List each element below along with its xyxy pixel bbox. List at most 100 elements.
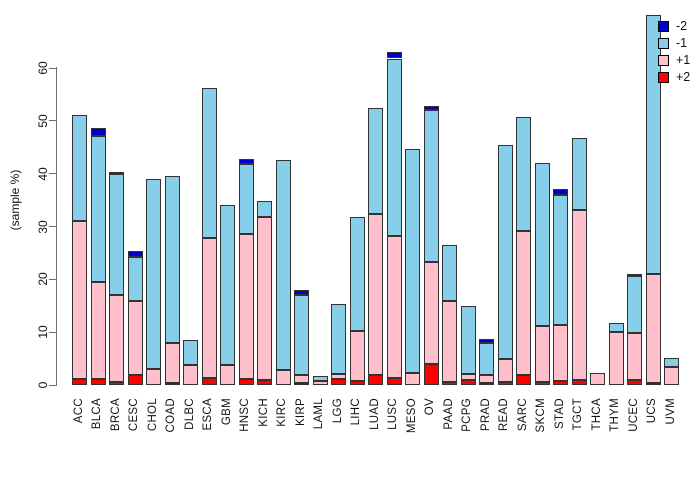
x-axis-label-KIRC: KIRC <box>276 398 288 427</box>
bar-ESCA-segment--1 <box>201 87 217 238</box>
bar-STAD-segment--2 <box>553 189 568 196</box>
legend-swatch-+1 <box>658 55 669 66</box>
bar-SARC-segment--1 <box>516 117 531 231</box>
bar-CESC-segment--2 <box>127 251 143 258</box>
bar-COAD-segment-+1 <box>164 343 180 383</box>
bar-KIRP-segment-+1 <box>294 375 309 383</box>
bar-HNSC-segment-+2 <box>238 379 254 385</box>
bar-CESC-segment--1 <box>127 257 143 301</box>
x-axis-label-ESCA: ESCA <box>202 398 214 431</box>
bar-COAD-segment-+2 <box>164 382 180 385</box>
y-axis-tick <box>49 67 56 69</box>
bar-CESC-segment-+1 <box>127 301 143 375</box>
bar-PRAD-segment-+2 <box>479 383 494 386</box>
x-axis-label-BLCA: BLCA <box>91 398 103 430</box>
bar-UCS-segment--1 <box>645 15 661 274</box>
bar-SARC-segment-+2 <box>516 374 531 385</box>
bar-LGG-segment--1 <box>331 304 346 375</box>
bar-CESC-segment-+2 <box>127 374 143 385</box>
bar-UCEC-segment-+2 <box>627 380 642 385</box>
x-axis-label-SKCM: SKCM <box>535 398 547 433</box>
bar-TGCT-segment-+1 <box>571 210 587 381</box>
bar-PAAD-segment-+1 <box>442 301 457 383</box>
x-axis-label-COAD: COAD <box>165 398 177 433</box>
bar-UCS-segment-+1 <box>645 273 661 383</box>
legend-label-+1: +1 <box>676 53 691 67</box>
bar-KIRC-segment--1 <box>275 160 291 371</box>
bar-LIHC-segment-+1 <box>349 331 365 381</box>
bar-STAD-segment--1 <box>553 195 568 325</box>
bar-SKCM-segment--1 <box>534 162 550 326</box>
bar-TGCT-segment-+2 <box>571 380 587 385</box>
bar-THCA-segment-+1 <box>590 372 605 385</box>
bar-COAD-segment--1 <box>164 175 180 344</box>
y-axis-title: (sample %) <box>8 169 22 231</box>
bar-BRCA-segment-+2 <box>109 381 124 385</box>
bar-SKCM-segment-+1 <box>534 325 550 382</box>
bar-PRAD-segment--1 <box>479 343 494 376</box>
x-axis-label-UCEC: UCEC <box>627 398 640 432</box>
bar-READ-segment--1 <box>497 144 513 359</box>
y-tick-label: 40 <box>36 166 50 181</box>
bar-BLCA-segment-+1 <box>90 281 106 380</box>
x-axis-label-PRAD: PRAD <box>479 398 492 432</box>
bar-THYM-segment--1 <box>608 322 624 333</box>
legend-swatch--2 <box>658 21 669 32</box>
bar-LUAD-segment-+1 <box>368 214 383 376</box>
bar-DLBC-segment-+1 <box>183 365 198 385</box>
y-axis-tick <box>49 278 56 280</box>
bar-UCEC-segment-+1 <box>627 332 642 381</box>
bar-LUSC-segment--1 <box>386 58 402 236</box>
bar-STAD-segment-+1 <box>553 324 568 382</box>
y-tick-label: 0 <box>36 381 50 389</box>
y-axis-tick <box>49 226 56 227</box>
x-axis-label-LUSC: LUSC <box>387 398 399 430</box>
bar-BLCA-segment-+2 <box>90 379 106 385</box>
bar-KIRP-segment--2 <box>294 289 309 296</box>
bar-PRAD-segment--2 <box>479 338 494 344</box>
x-axis-label-UCS: UCS <box>646 398 658 424</box>
x-axis-label-READ: READ <box>498 398 510 432</box>
y-axis-line <box>56 67 58 386</box>
bar-CHOL-segment-+1 <box>146 369 161 385</box>
x-axis-label-BRCA: BRCA <box>109 398 122 432</box>
bar-HNSC-segment--1 <box>238 163 254 235</box>
bar-THYM-segment-+1 <box>608 332 624 385</box>
bar-KICH-segment-+2 <box>257 379 272 385</box>
bar-LIHC-segment--1 <box>349 217 365 332</box>
x-axis-label-TGCT: TGCT <box>572 398 584 431</box>
y-axis-tick <box>49 331 56 333</box>
bar-CHOL-segment--1 <box>146 179 161 370</box>
bar-LUAD-segment--1 <box>368 108 383 215</box>
bar-ESCA-segment-+2 <box>201 377 217 385</box>
bar-GBM-segment--1 <box>220 204 235 366</box>
bar-LAML-segment-+1 <box>312 380 328 385</box>
bar-LUSC-segment-+2 <box>386 377 402 385</box>
bar-UVM-segment-+1 <box>664 367 679 385</box>
x-axis-label-LGG: LGG <box>331 398 344 424</box>
y-tick-label: 10 <box>36 325 50 339</box>
x-axis-label-OV: OV <box>424 398 436 416</box>
bar-LAML-segment--1 <box>312 376 328 381</box>
x-axis-label-CHOL: CHOL <box>146 398 159 432</box>
bar-ACC-segment--1 <box>72 115 87 222</box>
bar-MESO-segment--1 <box>405 149 420 374</box>
x-axis-label-LUAD: LUAD <box>368 398 381 430</box>
y-axis-tick <box>49 384 56 386</box>
x-axis-label-HNSC: HNSC <box>239 398 251 432</box>
bar-PCPG-segment-+2 <box>460 380 476 385</box>
bar-PAAD-segment--1 <box>442 245 457 301</box>
y-tick-label: 50 <box>36 114 50 128</box>
x-axis-label-PAAD: PAAD <box>442 398 455 430</box>
x-axis-label-CESC: CESC <box>128 398 140 432</box>
bar-SKCM-segment-+2 <box>534 381 550 385</box>
bar-LIHC-segment-+2 <box>349 380 365 385</box>
x-axis-label-LAML: LAML <box>313 398 325 430</box>
y-axis-tick <box>49 120 56 122</box>
bar-ACC-segment-+1 <box>72 221 87 379</box>
bar-OV-segment-+1 <box>423 262 439 364</box>
bar-UCEC-segment--2 <box>627 273 642 276</box>
bar-KICH-segment-+1 <box>257 217 272 380</box>
bar-KIRP-segment--1 <box>294 295 309 376</box>
